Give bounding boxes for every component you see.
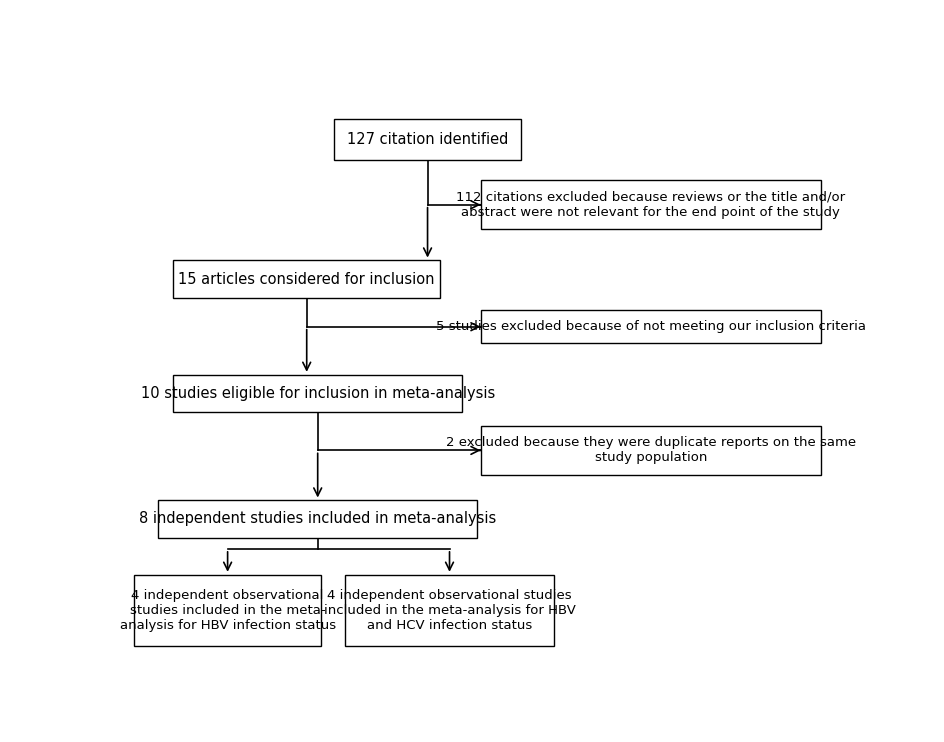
FancyBboxPatch shape: [480, 426, 820, 475]
Text: 112 citations excluded because reviews or the title and/or
abstract were not rel: 112 citations excluded because reviews o…: [456, 191, 845, 219]
FancyBboxPatch shape: [134, 574, 321, 646]
FancyBboxPatch shape: [480, 310, 820, 344]
FancyBboxPatch shape: [159, 500, 477, 537]
FancyBboxPatch shape: [173, 375, 462, 412]
Text: 127 citation identified: 127 citation identified: [346, 132, 508, 148]
Text: 15 articles considered for inclusion: 15 articles considered for inclusion: [178, 272, 434, 286]
FancyBboxPatch shape: [173, 260, 440, 298]
FancyBboxPatch shape: [345, 574, 553, 646]
Text: 10 studies eligible for inclusion in meta-analysis: 10 studies eligible for inclusion in met…: [141, 386, 495, 401]
FancyBboxPatch shape: [334, 119, 520, 160]
Text: 8 independent studies included in meta-analysis: 8 independent studies included in meta-a…: [139, 511, 496, 527]
Text: 4 independent observational studies
included in the meta-analysis for HBV
and HC: 4 independent observational studies incl…: [323, 589, 575, 632]
Text: 5 studies excluded because of not meeting our inclusion criteria: 5 studies excluded because of not meetin…: [435, 321, 865, 333]
Text: 4 independent observational
studies included in the meta-
analysis for HBV infec: 4 independent observational studies incl…: [120, 589, 335, 632]
Text: 2 excluded because they were duplicate reports on the same
study population: 2 excluded because they were duplicate r…: [446, 436, 855, 464]
FancyBboxPatch shape: [480, 180, 820, 229]
